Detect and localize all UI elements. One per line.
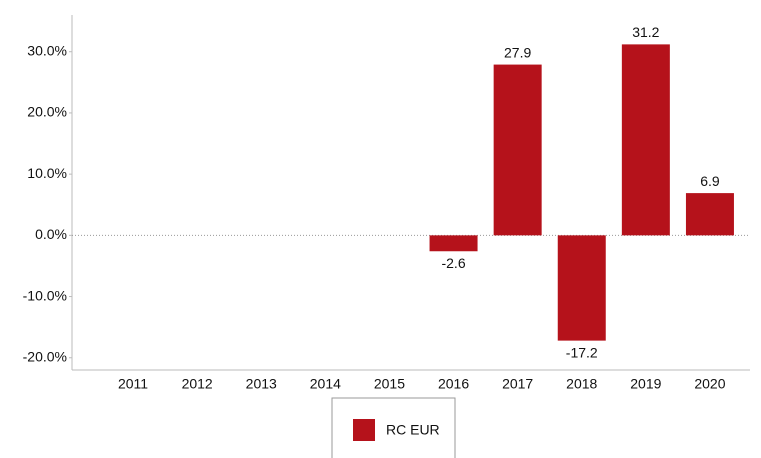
bar [621, 44, 670, 236]
x-tick-label: 2014 [310, 376, 341, 392]
bar [493, 64, 542, 236]
x-tick-label: 2012 [182, 376, 213, 392]
x-tick-label: 2019 [630, 376, 661, 392]
data-label: 31.2 [632, 24, 659, 40]
y-tick-label: -20.0% [23, 348, 67, 364]
bar [429, 235, 478, 252]
x-tick-label: 2013 [246, 376, 277, 392]
x-tick-label: 2011 [118, 376, 148, 392]
y-tick-label: 20.0% [27, 104, 67, 120]
legend-swatch [353, 419, 375, 441]
data-label: -2.6 [441, 255, 465, 271]
x-tick-label: 2015 [374, 376, 405, 392]
legend-label: RC EUR [386, 422, 440, 438]
data-label: 27.9 [504, 44, 531, 60]
data-label: 6.9 [700, 173, 720, 189]
legend-box [331, 397, 456, 458]
data-label: -17.2 [566, 344, 598, 360]
y-tick-label: 10.0% [27, 165, 67, 181]
bar [557, 235, 606, 341]
x-tick-label: 2018 [566, 376, 597, 392]
y-tick-label: 0.0% [35, 226, 67, 242]
x-tick-label: 2016 [438, 376, 469, 392]
x-tick-label: 2020 [694, 376, 725, 392]
y-tick-label: 30.0% [27, 42, 67, 58]
x-tick-label: 2017 [502, 376, 533, 392]
y-tick-label: -10.0% [23, 287, 67, 303]
bar [685, 193, 734, 236]
